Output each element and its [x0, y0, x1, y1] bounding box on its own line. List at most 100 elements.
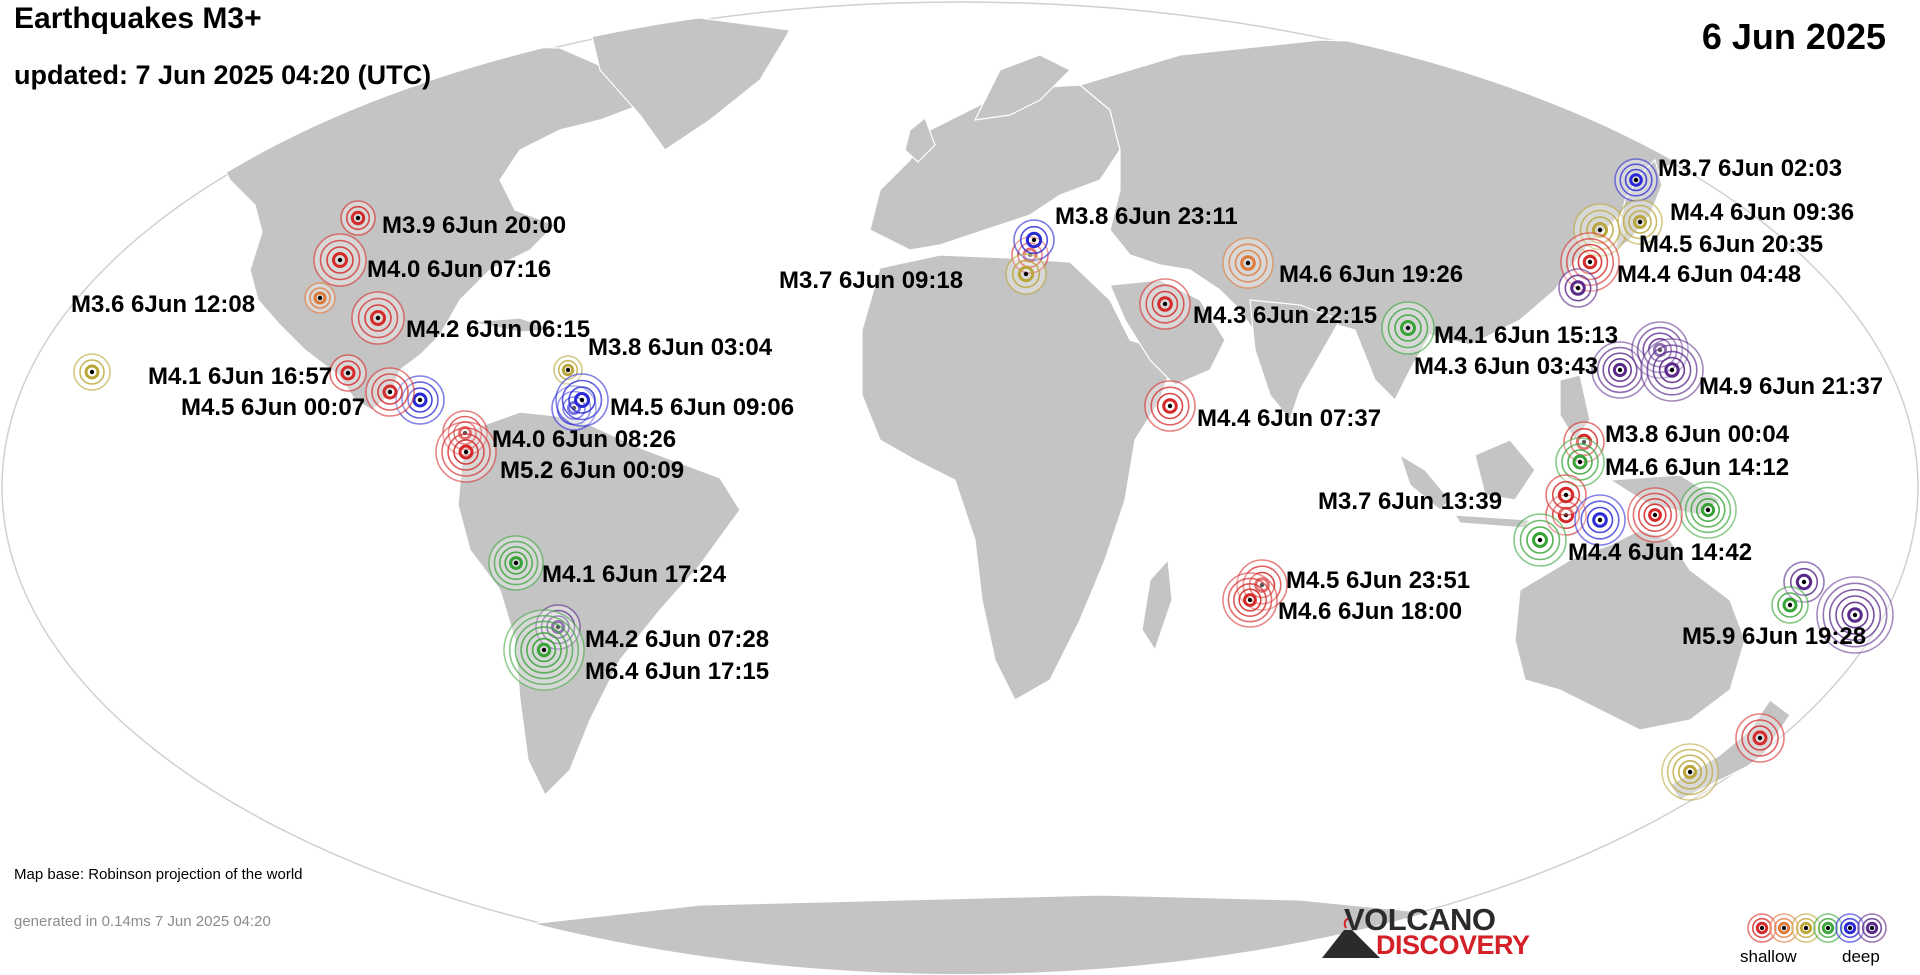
africa — [861, 254, 1176, 701]
earthquake-label[interactable]: M4.5 6Jun 20:35 — [1639, 231, 1823, 258]
earthquake-marker[interactable] — [555, 373, 609, 427]
earthquake-marker[interactable] — [488, 535, 544, 591]
earthquake-label[interactable]: M4.1 6Jun 15:13 — [1434, 322, 1618, 349]
earthquake-marker-extra[interactable] — [1783, 561, 1825, 603]
earthquake-label[interactable]: M4.5 6Jun 23:51 — [1286, 567, 1470, 594]
depth-legend: shallow deep — [1740, 910, 1900, 970]
earthquake-marker[interactable] — [304, 282, 336, 314]
earthquake-marker[interactable] — [351, 291, 405, 345]
earthquake-marker-extra[interactable] — [1573, 203, 1627, 257]
earthquake-marker-extra[interactable] — [1591, 341, 1649, 399]
earthquake-marker[interactable] — [1144, 380, 1196, 432]
earthquake-marker-extra[interactable] — [73, 353, 111, 391]
earthquake-label[interactable]: M5.2 6Jun 00:09 — [500, 457, 684, 484]
volcano-icon — [1322, 918, 1380, 958]
earthquake-label[interactable]: M4.0 6Jun 08:26 — [492, 426, 676, 453]
earthquake-marker[interactable] — [1005, 253, 1047, 295]
sumatra — [1398, 453, 1451, 511]
earthquake-label[interactable]: M4.9 6Jun 21:37 — [1699, 373, 1883, 400]
earthquake-label[interactable]: M4.3 6Jun 22:15 — [1193, 302, 1377, 329]
earthquake-marker-extra[interactable] — [1661, 743, 1719, 801]
legend-depth-marker[interactable] — [1769, 913, 1799, 943]
earthquake-label[interactable]: M3.7 6Jun 09:18 — [779, 267, 963, 294]
earthquake-marker[interactable] — [1222, 572, 1278, 628]
earthquake-label[interactable]: M4.3 6Jun 03:43 — [1414, 353, 1598, 380]
legend-deep-label: deep — [1842, 947, 1880, 966]
page-title: Earthquakes M3+ — [14, 2, 262, 35]
alaska — [119, 94, 231, 176]
map-base-credit: Map base: Robinson projection of the wor… — [14, 866, 303, 883]
earthquake-marker[interactable] — [1139, 278, 1191, 330]
india — [1249, 299, 1341, 422]
earthquake-marker-extra[interactable] — [1627, 487, 1683, 543]
earthquake-marker[interactable] — [1381, 301, 1435, 355]
earthquake-label[interactable]: M4.6 6Jun 14:12 — [1605, 454, 1789, 481]
earthquake-marker[interactable] — [1574, 494, 1626, 546]
earthquake-marker[interactable] — [553, 355, 583, 385]
updated-timestamp: updated: 7 Jun 2025 04:20 (UTC) — [14, 60, 432, 90]
earthquake-label[interactable]: M4.2 6Jun 07:28 — [585, 626, 769, 653]
legend-depth-marker[interactable] — [1813, 913, 1843, 943]
earthquake-marker[interactable] — [1614, 158, 1658, 202]
earthquake-label[interactable]: M4.1 6Jun 17:24 — [542, 561, 727, 588]
earthquake-label[interactable]: M3.8 6Jun 03:04 — [588, 334, 773, 361]
earthquake-marker[interactable] — [1555, 437, 1605, 487]
earthquake-label[interactable]: M4.5 6Jun 09:06 — [610, 394, 794, 421]
earthquake-marker[interactable] — [1222, 237, 1274, 289]
earthquake-marker[interactable] — [1816, 576, 1894, 654]
earthquake-marker[interactable] — [1545, 474, 1587, 516]
earthquake-label[interactable]: M4.6 6Jun 19:26 — [1279, 261, 1463, 288]
map-date: 6 Jun 2025 — [1701, 16, 1886, 57]
legend-depth-marker[interactable] — [1835, 913, 1865, 943]
logo-discovery-text: DISCOVERY — [1376, 930, 1530, 960]
earthquake-label[interactable]: M4.4 6Jun 04:48 — [1617, 261, 1801, 288]
earthquake-label[interactable]: M6.4 6Jun 17:15 — [585, 658, 769, 685]
earthquake-label[interactable]: M4.5 6Jun 00:07 — [181, 394, 365, 421]
earthquake-label[interactable]: M4.1 6Jun 16:57 — [148, 363, 332, 390]
earthquake-label[interactable]: M4.4 6Jun 07:37 — [1197, 405, 1381, 432]
earthquake-marker[interactable] — [313, 233, 367, 287]
earthquake-label[interactable]: M4.6 6Jun 18:00 — [1278, 598, 1462, 625]
earthquake-marker[interactable] — [365, 367, 415, 417]
earthquake-label[interactable]: M3.8 6Jun 23:11 — [1055, 203, 1238, 230]
legend-depth-marker[interactable] — [1747, 913, 1777, 943]
greenland — [589, 17, 791, 151]
earthquake-marker-extra[interactable] — [1735, 713, 1785, 763]
depth-legend-markers — [1747, 913, 1887, 943]
cuba — [469, 317, 556, 333]
earthquake-marker[interactable] — [1558, 268, 1598, 308]
earthquake-label[interactable]: M3.9 6Jun 20:00 — [382, 212, 566, 239]
legend-shallow-label: shallow — [1740, 947, 1797, 966]
earthquake-marker-extra[interactable] — [1513, 513, 1567, 567]
earthquake-label[interactable]: M3.7 6Jun 13:39 — [1318, 488, 1502, 515]
land-masses — [119, 17, 1791, 974]
earthquake-label[interactable]: M4.2 6Jun 06:15 — [406, 316, 590, 343]
earthquake-marker[interactable] — [1013, 219, 1055, 261]
earthquake-marker-extra[interactable] — [1679, 481, 1737, 539]
borneo — [1474, 439, 1536, 501]
earthquake-marker[interactable] — [435, 421, 497, 483]
earthquake-label[interactable]: M3.7 6Jun 02:03 — [1658, 155, 1842, 182]
earthquake-marker[interactable] — [1617, 199, 1663, 245]
earthquake-marker[interactable] — [1640, 338, 1704, 402]
earthquake-label[interactable]: M4.4 6Jun 09:36 — [1670, 199, 1854, 226]
earthquake-marker[interactable] — [340, 200, 376, 236]
earthquake-label[interactable]: M5.9 6Jun 19:28 — [1682, 623, 1866, 650]
earthquake-label[interactable]: M4.0 6Jun 07:16 — [367, 256, 551, 283]
logo-volcano-text: VOLCANO — [1344, 902, 1496, 937]
legend-depth-marker[interactable] — [1791, 913, 1821, 943]
scandinavia — [973, 54, 1072, 121]
earthquake-markers — [73, 158, 1894, 801]
earthquake-label[interactable]: M3.8 6Jun 00:04 — [1605, 421, 1790, 448]
philippines — [1559, 374, 1591, 442]
earthquake-label[interactable]: M3.6 6Jun 12:08 — [71, 291, 255, 318]
volcano-discovery-logo[interactable]: VOLCANO DISCOVERY — [1318, 900, 1568, 960]
earthquake-marker[interactable] — [503, 609, 585, 691]
generated-info: generated in 0.14ms 7 Jun 2025 04:20 — [14, 913, 271, 930]
earthquake-marker[interactable] — [329, 354, 367, 392]
earthquake-marker-extra[interactable] — [1771, 586, 1809, 624]
legend-depth-marker[interactable] — [1857, 913, 1887, 943]
earthquake-label[interactable]: M4.4 6Jun 14:42 — [1568, 539, 1752, 566]
